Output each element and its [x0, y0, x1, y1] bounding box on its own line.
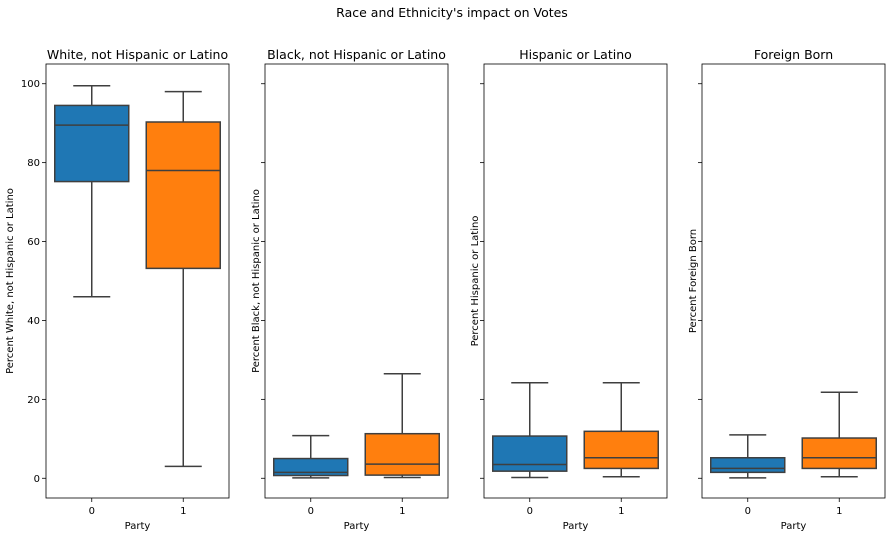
- box-0: [54, 84, 130, 298]
- axes-frame: [701, 63, 886, 499]
- box-iqr: [492, 435, 568, 472]
- panel-1: Black, not Hispanic or Latino Percent Bla…: [251, 47, 449, 532]
- box-iqr: [364, 432, 440, 476]
- panel-3: Foreign Born Percent Foreign Born 0 1 Party: [688, 47, 886, 532]
- box-iqr: [273, 457, 349, 477]
- box-1: [801, 391, 877, 478]
- y-axis-label: Percent Black, not Hispanic or Latino: [251, 189, 262, 373]
- box-1: [364, 372, 440, 479]
- y-tick-label: 60: [27, 237, 40, 248]
- chart-suptitle: Race and Ethnicity's impact on Votes: [336, 5, 568, 20]
- y-tick-label: 0: [34, 474, 40, 485]
- x-axis-label: Party: [125, 521, 151, 532]
- y-tick-label: 40: [27, 316, 40, 327]
- y-axis-label: Percent White, not Hispanic or Latino: [5, 188, 16, 374]
- x-axis-label: Party: [344, 521, 370, 532]
- x-axis-label: Party: [563, 521, 589, 532]
- x-tick-label: 1: [180, 506, 186, 517]
- panel-title: Black, not Hispanic or Latino: [267, 47, 446, 62]
- box-0: [710, 434, 786, 479]
- y-tick-label: 20: [27, 395, 40, 406]
- panel-0: White, not Hispanic or Latino02040608010…: [5, 47, 230, 532]
- x-tick-label: 0: [745, 506, 751, 517]
- panel-title: Foreign Born: [754, 47, 833, 62]
- box-1: [583, 382, 659, 478]
- box-iqr: [145, 121, 221, 270]
- axes-frame: [264, 63, 449, 499]
- x-tick-label: 1: [836, 506, 842, 517]
- x-tick-label: 1: [399, 506, 405, 517]
- y-tick-label: 100: [21, 79, 40, 90]
- panel-title: Hispanic or Latino: [519, 47, 632, 62]
- x-tick-label: 0: [527, 506, 533, 517]
- y-tick-label: 80: [27, 158, 40, 169]
- box-iqr: [54, 104, 130, 183]
- panels: White, not Hispanic or Latino02040608010…: [5, 47, 886, 532]
- x-tick-label: 0: [308, 506, 314, 517]
- panel-2: Hispanic or Latino Percent Hispanic or La…: [470, 47, 668, 532]
- x-tick-label: 0: [89, 506, 95, 517]
- box-iqr: [801, 437, 877, 470]
- panel-title: White, not Hispanic or Latino: [47, 47, 228, 62]
- y-axis-label: Percent Hispanic or Latino: [470, 216, 481, 347]
- box-iqr: [710, 457, 786, 474]
- box-0: [273, 434, 349, 479]
- box-0: [492, 382, 568, 479]
- axes-frame: [45, 63, 230, 499]
- axes-frame: [483, 63, 668, 499]
- box-iqr: [583, 430, 659, 470]
- x-axis-label: Party: [781, 521, 807, 532]
- y-axis-label: Percent Foreign Born: [688, 229, 699, 333]
- x-tick-label: 1: [618, 506, 624, 517]
- box-1: [145, 90, 221, 468]
